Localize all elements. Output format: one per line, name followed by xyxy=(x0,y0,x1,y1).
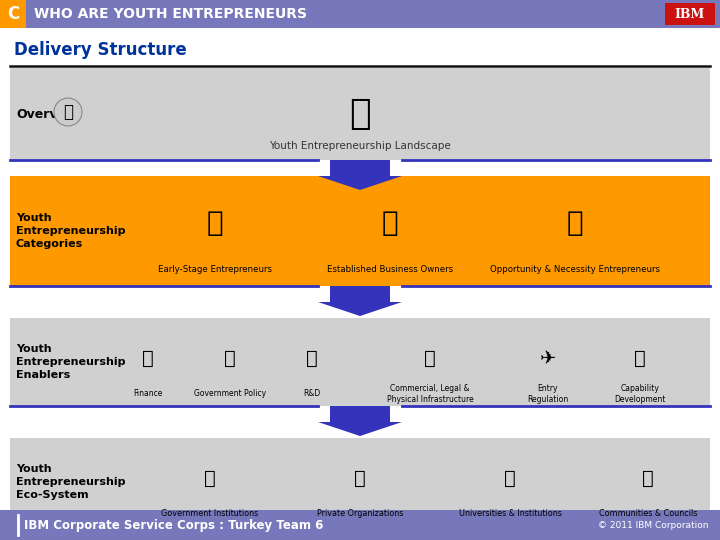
Text: ✈: ✈ xyxy=(540,348,556,368)
Bar xyxy=(330,160,390,176)
Text: Delivery Structure: Delivery Structure xyxy=(14,41,186,59)
Text: Early-Stage Entrepreneurs: Early-Stage Entrepreneurs xyxy=(158,266,272,274)
Text: 🤝: 🤝 xyxy=(382,209,398,237)
Text: Youth
Entrepreneurship
Eco-System: Youth Entrepreneurship Eco-System xyxy=(16,464,125,500)
Text: 💵: 💵 xyxy=(224,348,236,368)
Text: 🥇: 🥇 xyxy=(142,348,154,368)
Polygon shape xyxy=(318,422,402,436)
Text: Commercial, Legal &
Physical Infrastructure: Commercial, Legal & Physical Infrastruct… xyxy=(387,384,473,404)
Bar xyxy=(10,438,710,526)
Text: Youth
Entrepreneurship
Enablers: Youth Entrepreneurship Enablers xyxy=(16,344,125,380)
Bar xyxy=(0,28,720,70)
Text: Government Institutions: Government Institutions xyxy=(161,510,258,518)
Text: IBM Corporate Service Corps : Turkey Team 6: IBM Corporate Service Corps : Turkey Tea… xyxy=(24,518,323,531)
Text: Youth Entrepreneurship Landscape: Youth Entrepreneurship Landscape xyxy=(269,141,451,151)
Bar xyxy=(10,176,710,286)
Text: Opportunity & Necessity Entrepreneurs: Opportunity & Necessity Entrepreneurs xyxy=(490,266,660,274)
Bar xyxy=(0,510,720,540)
Text: IBM: IBM xyxy=(675,8,705,21)
Text: C: C xyxy=(7,5,19,23)
Text: 🛍: 🛍 xyxy=(634,348,646,368)
Bar xyxy=(330,286,390,302)
Text: WHO ARE YOUTH ENTREPRENEURS: WHO ARE YOUTH ENTREPRENEURS xyxy=(34,7,307,21)
Text: 📗: 📗 xyxy=(306,348,318,368)
Bar xyxy=(665,3,715,25)
Text: R&D: R&D xyxy=(303,389,320,399)
Text: 🎓: 🎓 xyxy=(504,469,516,488)
Circle shape xyxy=(54,98,82,126)
Text: Private Organizations: Private Organizations xyxy=(317,510,403,518)
Text: Overview: Overview xyxy=(16,107,81,120)
Text: Government Policy: Government Policy xyxy=(194,389,266,399)
Text: 🏢: 🏢 xyxy=(354,469,366,488)
Polygon shape xyxy=(318,176,402,190)
Text: 🌐: 🌐 xyxy=(424,348,436,368)
Text: 🏗: 🏗 xyxy=(349,97,371,131)
Text: Finance: Finance xyxy=(133,389,163,399)
Bar xyxy=(10,318,710,406)
Text: Established Business Owners: Established Business Owners xyxy=(327,266,453,274)
Text: Entry
Regulation: Entry Regulation xyxy=(527,384,569,404)
Text: 🌐: 🌐 xyxy=(63,103,73,121)
Text: 👔: 👔 xyxy=(207,209,223,237)
Text: © 2011 IBM Corporation: © 2011 IBM Corporation xyxy=(598,521,708,530)
Bar xyxy=(0,0,26,28)
Bar xyxy=(0,0,720,28)
Bar xyxy=(330,406,390,422)
Text: Youth
Entrepreneurship
Categories: Youth Entrepreneurship Categories xyxy=(16,213,125,249)
Bar xyxy=(10,68,710,160)
Text: Universities & Institutions: Universities & Institutions xyxy=(459,510,562,518)
Text: Capability
Development: Capability Development xyxy=(614,384,666,404)
Text: 👥: 👥 xyxy=(642,469,654,488)
Text: 🤖: 🤖 xyxy=(567,209,583,237)
Text: Communities & Councils: Communities & Councils xyxy=(599,510,697,518)
Polygon shape xyxy=(318,302,402,316)
Text: 🏛: 🏛 xyxy=(204,469,216,488)
